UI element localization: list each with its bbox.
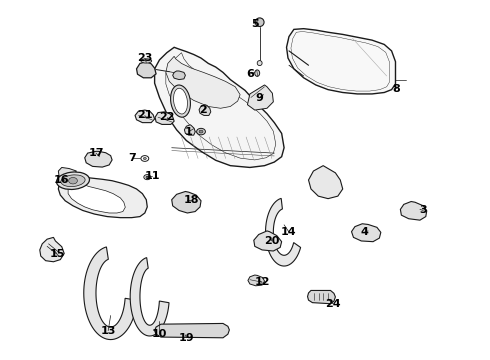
Polygon shape <box>166 56 240 108</box>
Polygon shape <box>84 247 137 339</box>
Polygon shape <box>137 62 156 78</box>
Text: 16: 16 <box>54 175 70 185</box>
Text: 14: 14 <box>281 227 297 237</box>
Ellipse shape <box>173 88 188 114</box>
Polygon shape <box>135 110 155 123</box>
Polygon shape <box>40 237 64 262</box>
Polygon shape <box>351 224 381 242</box>
Polygon shape <box>287 29 395 94</box>
Text: 7: 7 <box>129 153 137 163</box>
Ellipse shape <box>146 176 149 178</box>
Text: 13: 13 <box>100 325 116 336</box>
Text: 3: 3 <box>419 206 427 216</box>
Polygon shape <box>155 47 284 167</box>
Ellipse shape <box>141 59 152 63</box>
Text: 11: 11 <box>145 171 160 181</box>
Text: 4: 4 <box>361 227 368 237</box>
Text: 18: 18 <box>183 195 199 205</box>
Text: 22: 22 <box>159 112 174 122</box>
Polygon shape <box>68 181 125 213</box>
Polygon shape <box>172 192 201 213</box>
Polygon shape <box>85 151 112 167</box>
Text: 24: 24 <box>325 299 341 309</box>
Text: 9: 9 <box>256 93 264 103</box>
Ellipse shape <box>61 175 85 186</box>
Text: 20: 20 <box>264 236 280 246</box>
Text: 12: 12 <box>254 277 270 287</box>
Polygon shape <box>400 202 427 220</box>
Ellipse shape <box>171 85 191 117</box>
Ellipse shape <box>56 172 90 189</box>
Ellipse shape <box>144 175 151 180</box>
Text: 2: 2 <box>199 105 207 115</box>
Text: 19: 19 <box>178 333 194 343</box>
Text: 21: 21 <box>137 111 152 121</box>
Polygon shape <box>247 85 273 110</box>
Polygon shape <box>248 275 265 286</box>
Polygon shape <box>199 105 211 116</box>
Text: 15: 15 <box>49 248 65 258</box>
Text: 8: 8 <box>392 84 400 94</box>
Polygon shape <box>309 166 343 199</box>
Ellipse shape <box>144 157 147 159</box>
Ellipse shape <box>141 156 149 161</box>
Polygon shape <box>155 323 229 338</box>
Text: 10: 10 <box>152 329 167 339</box>
Text: 6: 6 <box>246 69 254 79</box>
Polygon shape <box>58 176 147 218</box>
Polygon shape <box>172 71 185 80</box>
Text: 23: 23 <box>137 53 152 63</box>
Ellipse shape <box>255 18 264 27</box>
Ellipse shape <box>69 177 77 184</box>
Polygon shape <box>155 112 174 125</box>
Polygon shape <box>58 167 76 178</box>
Polygon shape <box>266 198 301 266</box>
Text: 17: 17 <box>88 148 104 158</box>
Polygon shape <box>184 125 195 135</box>
Ellipse shape <box>199 130 203 133</box>
Polygon shape <box>308 291 335 304</box>
Text: 1: 1 <box>185 127 193 136</box>
Polygon shape <box>130 258 169 336</box>
Polygon shape <box>254 231 282 251</box>
Text: 5: 5 <box>251 19 259 29</box>
Ellipse shape <box>255 70 260 76</box>
Ellipse shape <box>257 60 262 66</box>
Ellipse shape <box>196 129 205 135</box>
